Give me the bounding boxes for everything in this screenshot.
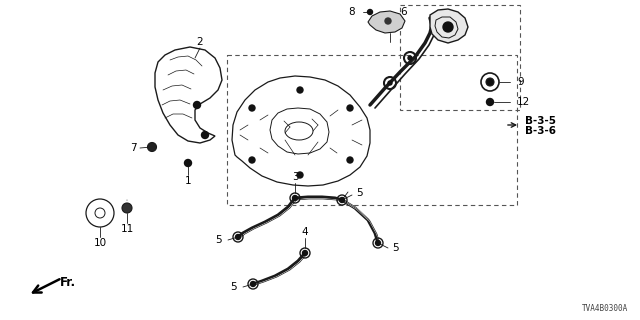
Circle shape — [408, 56, 412, 60]
Circle shape — [385, 18, 391, 24]
Circle shape — [236, 235, 241, 239]
Circle shape — [292, 196, 298, 201]
Circle shape — [347, 105, 353, 111]
Bar — [227, 55, 517, 205]
Text: 5: 5 — [230, 282, 237, 292]
Text: Fr.: Fr. — [60, 276, 76, 289]
Text: 11: 11 — [120, 224, 134, 234]
Text: 10: 10 — [93, 238, 107, 248]
Circle shape — [297, 172, 303, 178]
Text: 5: 5 — [216, 235, 222, 245]
Text: 5: 5 — [392, 243, 399, 253]
Circle shape — [303, 251, 307, 255]
Circle shape — [250, 282, 255, 286]
Circle shape — [367, 10, 372, 14]
Circle shape — [388, 81, 392, 85]
Text: 6: 6 — [400, 7, 406, 17]
Circle shape — [184, 159, 191, 166]
Circle shape — [249, 157, 255, 163]
Circle shape — [297, 87, 303, 93]
Text: 9: 9 — [517, 77, 524, 87]
Text: TVA4B0300A: TVA4B0300A — [582, 304, 628, 313]
Circle shape — [193, 101, 200, 108]
Circle shape — [347, 157, 353, 163]
Text: 1: 1 — [185, 176, 191, 186]
Circle shape — [249, 105, 255, 111]
Text: B-3-5: B-3-5 — [525, 116, 556, 126]
Text: 8: 8 — [348, 7, 355, 17]
Bar — [400, 5, 520, 110]
Text: 4: 4 — [301, 227, 308, 237]
Circle shape — [443, 22, 453, 32]
Text: 12: 12 — [517, 97, 531, 107]
Circle shape — [122, 203, 132, 213]
Circle shape — [147, 142, 157, 151]
Circle shape — [202, 132, 209, 139]
Text: 3: 3 — [292, 172, 298, 182]
Text: B-3-6: B-3-6 — [525, 126, 556, 136]
Circle shape — [486, 99, 493, 106]
Polygon shape — [368, 11, 405, 33]
Text: 2: 2 — [196, 37, 204, 47]
Circle shape — [486, 78, 494, 86]
Circle shape — [376, 241, 381, 245]
Polygon shape — [430, 9, 468, 43]
Text: 5: 5 — [356, 188, 363, 198]
Circle shape — [339, 197, 344, 203]
Text: 7: 7 — [130, 143, 136, 153]
